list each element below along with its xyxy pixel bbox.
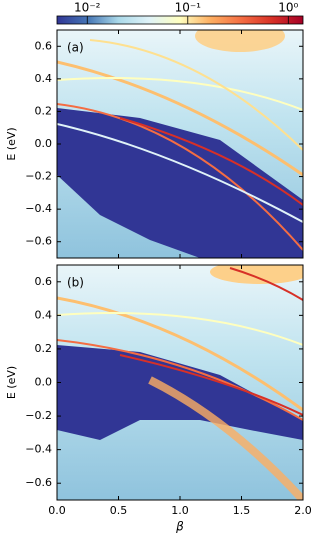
y-tick-label: −0.6 bbox=[25, 235, 52, 248]
y-tick-label: 0.6 bbox=[35, 275, 53, 288]
y-tick-label: 0.4 bbox=[35, 308, 53, 321]
y-tick-label: 0.0 bbox=[35, 376, 53, 389]
panel-label: (a) bbox=[67, 41, 84, 55]
y-tick-label: −0.4 bbox=[25, 443, 52, 456]
panel-label: (b) bbox=[67, 276, 84, 290]
x-tick-label: 0.5 bbox=[110, 504, 128, 517]
colorbar bbox=[56, 15, 304, 25]
y-tick-label: 0.2 bbox=[35, 342, 53, 355]
heatmap-image bbox=[57, 265, 303, 500]
colorbar-tick-label: 10⁻¹ bbox=[175, 1, 202, 15]
figure: 10⁻² 10⁻¹ 10⁰ −0.6 −0.4 −0.2 0.0 0.2 0.4 0.6 (a) E … bbox=[5, 1, 312, 534]
x-tick-label: 1.5 bbox=[233, 504, 251, 517]
y-tick-label: −0.2 bbox=[25, 170, 52, 183]
heatmap-image bbox=[57, 30, 303, 258]
colorbar-tick-label: 10⁰ bbox=[278, 1, 298, 15]
y-axis-label: E (eV) bbox=[5, 366, 18, 399]
y-tick-label: 0.4 bbox=[35, 72, 53, 85]
x-tick-label: 2.0 bbox=[294, 504, 312, 517]
y-tick-label: 0.2 bbox=[35, 104, 53, 117]
colorbar-tick-label: 10⁻² bbox=[74, 1, 101, 15]
y-tick-label: −0.4 bbox=[25, 202, 52, 215]
y-tick-label: −0.6 bbox=[25, 476, 52, 489]
x-axis-label: β bbox=[175, 520, 184, 534]
y-tick-label: 0.6 bbox=[35, 39, 53, 52]
y-axis-label: E (eV) bbox=[5, 127, 18, 160]
y-tick-label: 0.0 bbox=[35, 137, 53, 150]
y-tick-label: −0.2 bbox=[25, 409, 52, 422]
x-tick-label: 0.0 bbox=[48, 504, 66, 517]
x-tick-label: 1.0 bbox=[171, 504, 189, 517]
